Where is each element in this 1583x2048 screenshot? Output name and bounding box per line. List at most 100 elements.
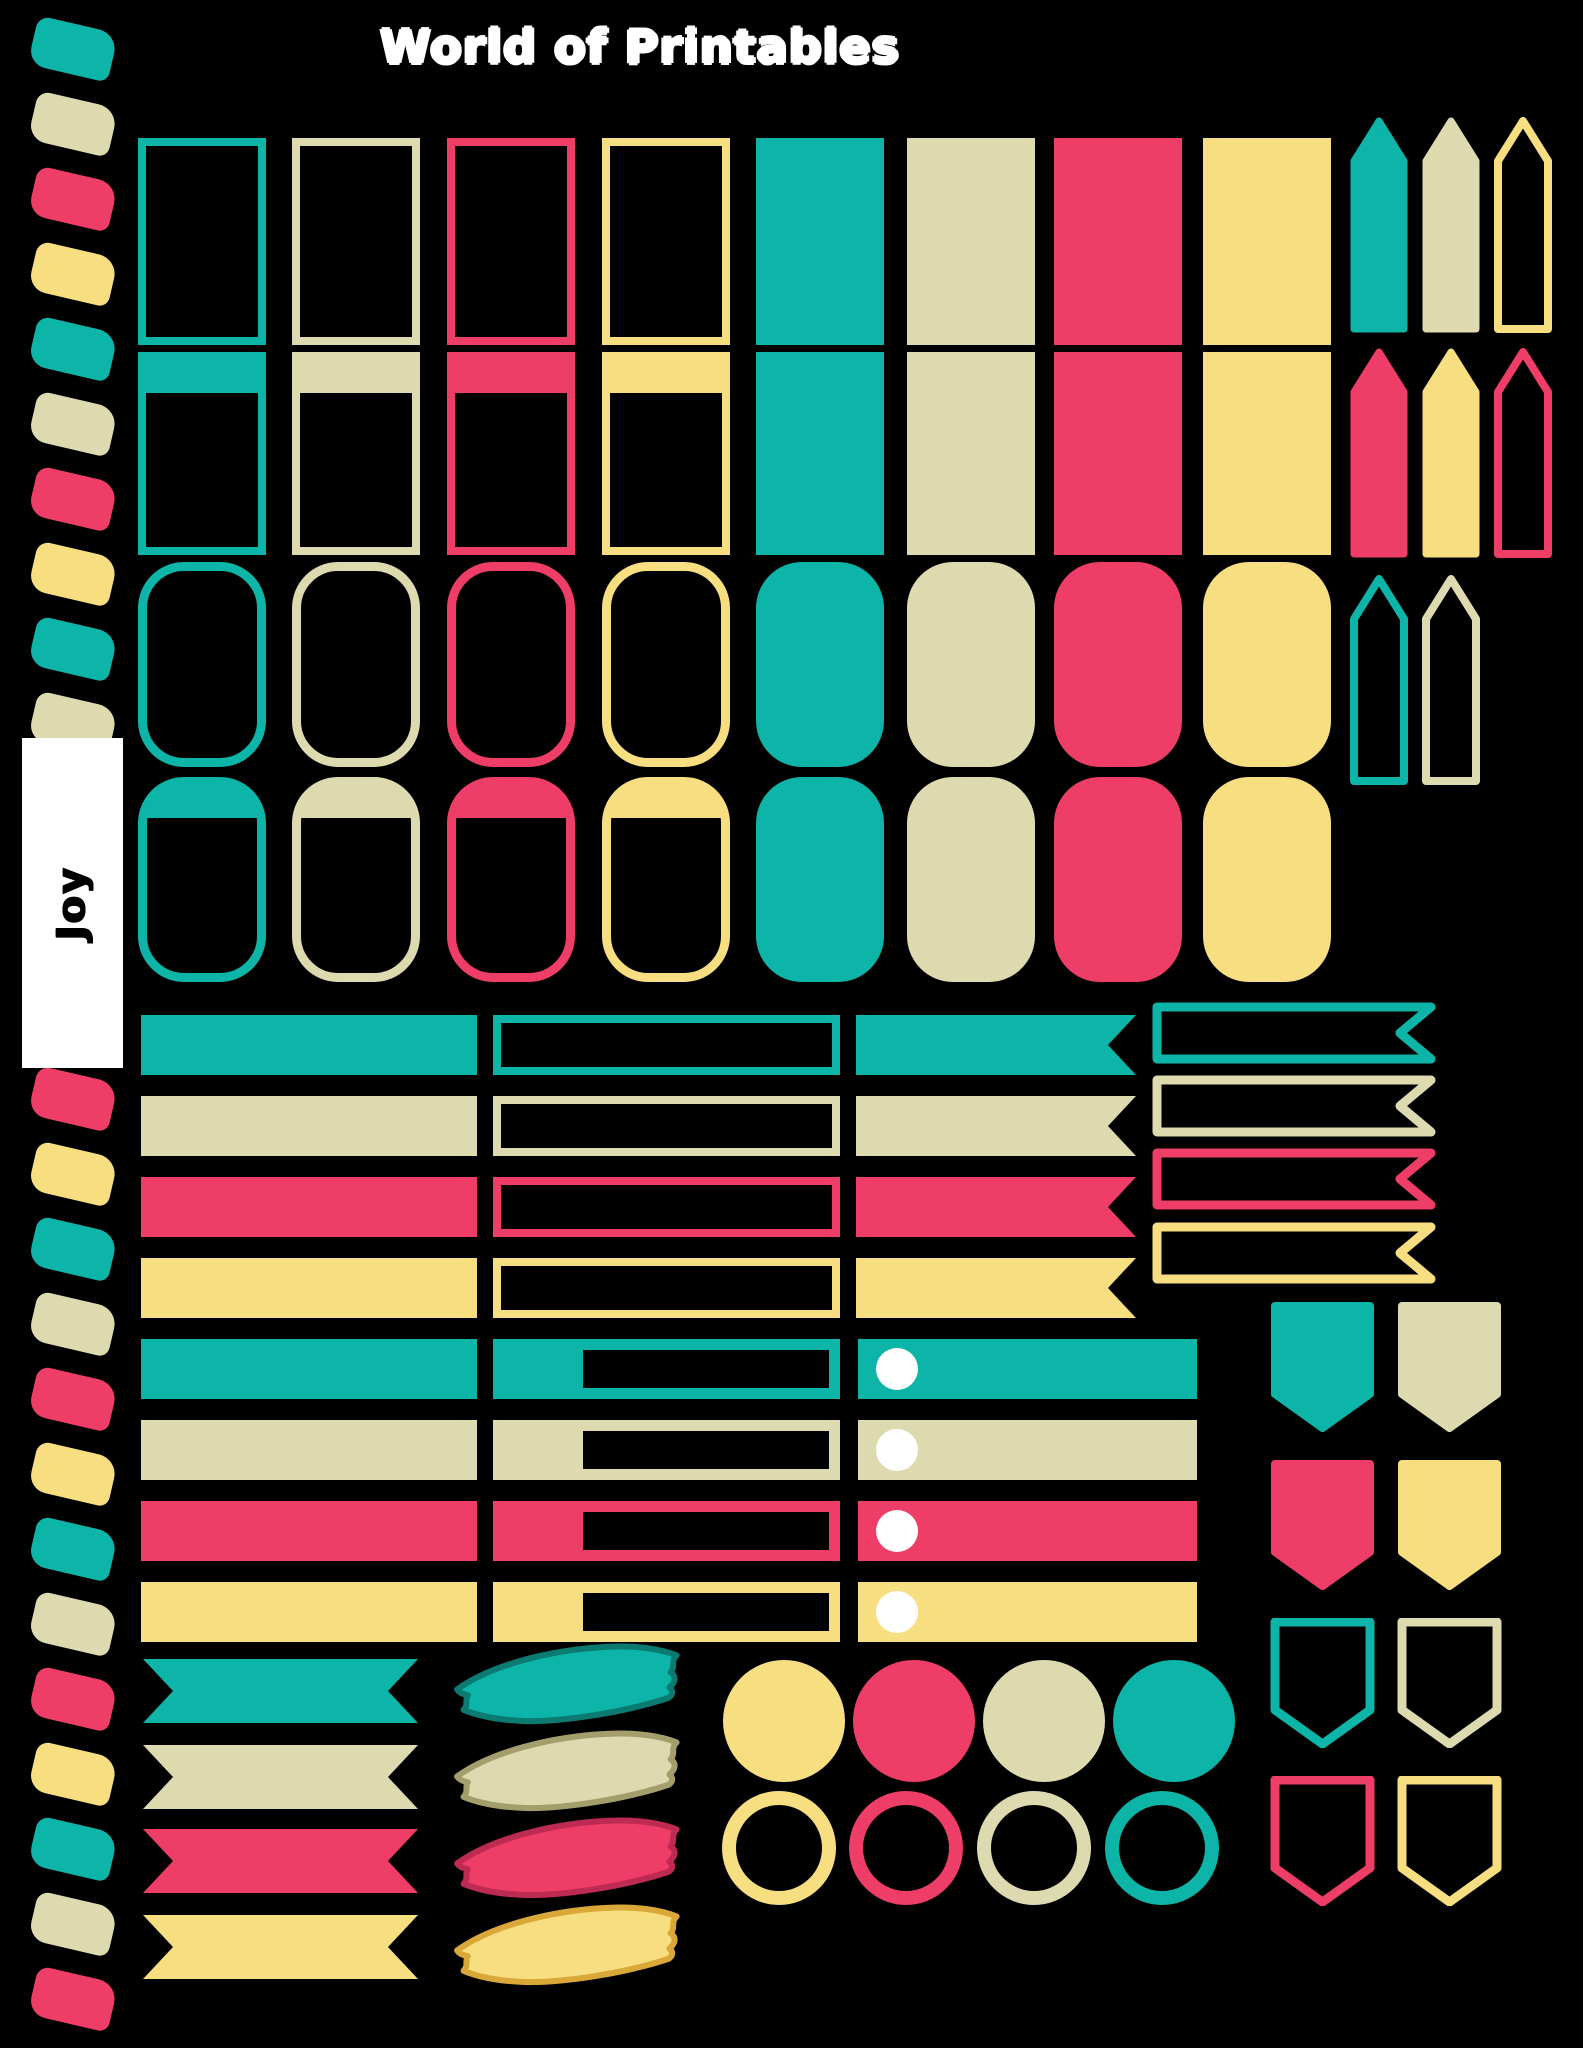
- sticker-bar-pink: [141, 1177, 477, 1237]
- check-dot: [876, 1510, 918, 1552]
- sticker-wavy-cream: [439, 1714, 695, 1824]
- header-cap: [611, 786, 721, 818]
- sticker-brush-cream: [27, 90, 119, 158]
- flag-shape: [1422, 575, 1480, 785]
- header-cap: [301, 786, 411, 818]
- sticker-flag-solid-yellow: [1422, 348, 1480, 558]
- sticker-box-solid-pink: [1054, 352, 1182, 555]
- sticker-brush-cream: [27, 390, 119, 458]
- sticker-box-solid-teal: [756, 138, 884, 345]
- sticker-box-header-yellow: [602, 352, 730, 555]
- flag-shape: [1494, 117, 1552, 333]
- sticker-brush-yellow: [27, 240, 119, 308]
- header-band: [300, 360, 412, 393]
- sticker-brush-cream: [27, 1890, 119, 1958]
- sticker-brush-yellow: [27, 540, 119, 608]
- sticker-bar-ribbon-yellow: [1151, 1222, 1438, 1284]
- sticker-bar-ribbon-cream: [1151, 1075, 1438, 1137]
- sticker-ring-teal: [1105, 1791, 1219, 1905]
- sticker-brush-cream: [27, 1590, 119, 1658]
- sticker-box-outline-teal: [138, 138, 266, 345]
- sticker-tailflag-cream: [143, 1745, 418, 1809]
- flag-shape: [1494, 348, 1552, 558]
- flag-shape: [1350, 575, 1408, 785]
- sticker-flag-solid-pink: [1350, 348, 1408, 558]
- sticker-box-solid-cream: [907, 138, 1035, 345]
- sticker-shield-solid-cream: [1397, 1302, 1502, 1432]
- sticker-bar-circle-teal: [858, 1339, 1197, 1399]
- sticker-flag-outline-pink: [1494, 348, 1552, 558]
- check-dot: [876, 1348, 918, 1390]
- sticker-pill-solid-teal: [756, 562, 884, 767]
- sticker-brush-teal: [27, 1215, 119, 1283]
- sticker-box-solid-yellow: [1203, 138, 1331, 345]
- sticker-brush-pink: [27, 1665, 119, 1733]
- sticker-bar-ribbon-teal: [1151, 1002, 1438, 1064]
- sticker-brush-pink: [27, 465, 119, 533]
- sticker-bar-circle-pink: [858, 1501, 1197, 1561]
- sticker-box-solid-teal: [756, 352, 884, 555]
- sticker-brush-pink: [27, 165, 119, 233]
- sticker-brush-yellow: [27, 1440, 119, 1508]
- sticker-shield-solid-pink: [1270, 1460, 1375, 1590]
- sticker-circle-cream: [983, 1660, 1105, 1782]
- sticker-box-solid-yellow: [1203, 352, 1331, 555]
- sticker-brush-teal: [27, 15, 119, 83]
- sticker-bar-cream: [141, 1096, 477, 1156]
- sticker-bar-window-teal: [493, 1339, 840, 1399]
- sticker-ring-pink: [849, 1791, 963, 1905]
- sticker-pill-solid-cream: [907, 777, 1035, 982]
- check-dot: [876, 1429, 918, 1471]
- sticker-shield-outline-cream: [1397, 1618, 1502, 1748]
- sticker-pill-solid-yellow: [1203, 562, 1331, 767]
- shield-shape: [1271, 1460, 1374, 1590]
- sticker-shield-outline-pink: [1270, 1776, 1375, 1906]
- sticker-bar-circle-cream: [858, 1420, 1197, 1480]
- sticker-brush-cream: [27, 1290, 119, 1358]
- wavy-ribbon-shape: [454, 1643, 680, 1725]
- sticker-bar-yellow: [141, 1258, 477, 1318]
- sticker-shield-solid-yellow: [1397, 1460, 1502, 1590]
- sticker-wavy-pink: [439, 1801, 695, 1911]
- sticker-brush-pink: [27, 1365, 119, 1433]
- sticker-box-outline-cream: [292, 138, 420, 345]
- write-window: [583, 1512, 829, 1550]
- sticker-bar-notch-yellow: [856, 1258, 1136, 1318]
- sticker-circle-yellow: [723, 1660, 845, 1782]
- shield-shape: [1397, 1618, 1502, 1748]
- shield-shape: [1271, 1302, 1374, 1432]
- header-cap: [456, 786, 566, 818]
- sticker-bar-notch-teal: [856, 1015, 1136, 1075]
- ribbon-shape: [1152, 1148, 1436, 1210]
- sticker-box-header-pink: [447, 352, 575, 555]
- sticker-ring-cream: [977, 1791, 1091, 1905]
- sticker-box-outline-pink: [447, 138, 575, 345]
- flag-shape: [1350, 348, 1408, 558]
- header-band: [455, 360, 567, 393]
- sticker-pill-outline-teal: [138, 562, 266, 767]
- sticker-flag-solid-teal: [1350, 117, 1408, 333]
- sticker-box-solid-cream: [907, 352, 1035, 555]
- sticker-brush-pink: [27, 1065, 119, 1133]
- sticker-flag-outline-teal: [1350, 575, 1408, 785]
- sticker-bar-pink: [141, 1501, 477, 1561]
- sticker-box-solid-pink: [1054, 138, 1182, 345]
- sticker-tailflag-pink: [143, 1829, 418, 1893]
- sticker-pill-header-pink: [447, 777, 575, 982]
- sticker-flag-outline-yellow: [1494, 117, 1552, 333]
- shield-shape: [1398, 1460, 1501, 1590]
- sticker-box-outline-yellow: [602, 138, 730, 345]
- sticker-bar-yellow: [141, 1582, 477, 1642]
- shield-shape: [1398, 1302, 1501, 1432]
- write-window: [583, 1350, 829, 1388]
- sticker-shield-solid-teal: [1270, 1302, 1375, 1432]
- sticker-flag-solid-cream: [1422, 117, 1480, 333]
- sticker-bar-notch-pink: [856, 1177, 1136, 1237]
- sticker-brush-teal: [27, 1815, 119, 1883]
- sticker-pill-solid-pink: [1054, 562, 1182, 767]
- sticker-pill-outline-cream: [292, 562, 420, 767]
- header-cap: [147, 786, 257, 818]
- check-dot: [876, 1591, 918, 1633]
- sticker-circle-pink: [853, 1660, 975, 1782]
